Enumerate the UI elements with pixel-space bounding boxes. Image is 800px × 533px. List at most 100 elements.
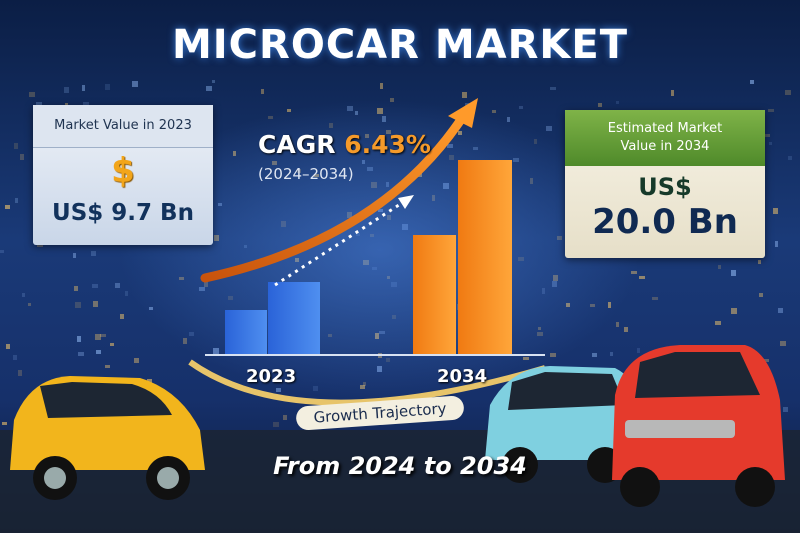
city-light: [624, 327, 628, 332]
city-light: [775, 241, 778, 247]
city-light: [273, 422, 279, 427]
card-value: 20.0 Bn: [592, 202, 738, 242]
city-light: [5, 205, 10, 209]
city-light: [100, 334, 106, 337]
city-light: [462, 92, 467, 98]
red-car: [612, 345, 785, 507]
city-light: [95, 334, 101, 340]
card-value: US$ 9.7 Bn: [52, 200, 194, 226]
bar: [458, 160, 512, 354]
city-light: [82, 85, 85, 91]
city-light: [20, 154, 24, 160]
city-light: [29, 92, 35, 97]
cagr: CAGR 6.43%: [258, 130, 431, 159]
city-light: [507, 117, 510, 122]
city-light: [783, 407, 788, 412]
arrow-head: [448, 98, 478, 128]
city-light: [74, 286, 78, 291]
city-light: [132, 81, 138, 87]
city-light: [592, 353, 597, 357]
cagr-label: CAGR: [258, 130, 336, 159]
city-light: [550, 87, 556, 90]
city-light: [773, 208, 778, 214]
city-light: [78, 352, 84, 356]
city-light: [750, 80, 754, 84]
blue-car: [485, 366, 645, 483]
city-light: [768, 109, 774, 112]
city-light: [0, 250, 4, 253]
axis-label: 2023: [246, 366, 297, 387]
city-light: [13, 355, 17, 360]
arrow-head: [398, 195, 414, 209]
city-light: [765, 134, 770, 137]
value-card-2034: Estimated Market Value in 2034 US$ 20.0 …: [565, 110, 765, 258]
city-light: [64, 87, 69, 93]
city-light: [212, 80, 215, 83]
city-light: [778, 308, 783, 313]
city-light: [785, 90, 791, 95]
title: MICROCAR MARKET: [171, 22, 629, 68]
city-light: [28, 303, 31, 306]
city-light: [73, 253, 76, 258]
growth-arrow: [200, 113, 467, 283]
city-light: [14, 143, 18, 149]
city-light: [15, 198, 18, 203]
city-light: [652, 297, 658, 300]
cagr-value: 6.43%: [344, 130, 431, 159]
dollar-icon: $: [111, 151, 135, 191]
city-light: [206, 86, 212, 91]
city-light: [759, 293, 763, 297]
yellow-car: [10, 376, 205, 500]
city-light: [105, 84, 110, 90]
city-light: [380, 83, 383, 89]
city-light: [83, 102, 89, 105]
footer: From 2024 to 2034: [273, 452, 527, 480]
card-currency: US$: [638, 173, 692, 201]
card-heading: Estimated Market Value in 2034: [565, 110, 765, 166]
city-light: [390, 98, 394, 102]
city-light: [105, 365, 110, 368]
city-light: [715, 321, 721, 325]
axis-label: 2034: [437, 366, 488, 387]
city-light: [22, 293, 25, 297]
city-light: [616, 101, 619, 104]
city-light: [91, 251, 96, 256]
city-light: [283, 415, 287, 420]
city-light: [93, 301, 98, 307]
city-light: [77, 336, 81, 342]
city-light: [18, 370, 22, 376]
bar: [268, 282, 320, 354]
city-light: [115, 283, 120, 288]
city-light: [671, 90, 674, 96]
cagr-period: (2024–2034): [258, 165, 354, 183]
city-light: [788, 156, 792, 160]
dotted-arrow: [274, 201, 403, 287]
city-light: [75, 302, 81, 308]
city-light: [639, 276, 645, 279]
city-light: [731, 270, 736, 276]
city-light: [2, 422, 7, 425]
city-light: [763, 359, 769, 362]
city-light: [110, 343, 114, 346]
trajectory-arc: [188, 359, 546, 406]
city-light: [125, 291, 128, 296]
bar: [225, 310, 267, 354]
city-light: [276, 388, 281, 392]
city-light: [598, 103, 602, 107]
city-light: [465, 103, 469, 106]
city-light: [92, 284, 98, 288]
value-card-2023: Market Value in 2023 $ US$ 9.7 Bn: [33, 105, 213, 245]
city-light: [616, 322, 619, 327]
city-light: [120, 314, 124, 319]
city-light: [769, 142, 772, 145]
city-light: [637, 348, 640, 353]
city-light: [261, 89, 264, 94]
city-light: [96, 350, 101, 354]
city-light: [731, 308, 737, 314]
city-light: [610, 352, 613, 356]
city-light: [492, 110, 496, 113]
city-light: [519, 106, 523, 109]
city-light: [546, 126, 552, 131]
